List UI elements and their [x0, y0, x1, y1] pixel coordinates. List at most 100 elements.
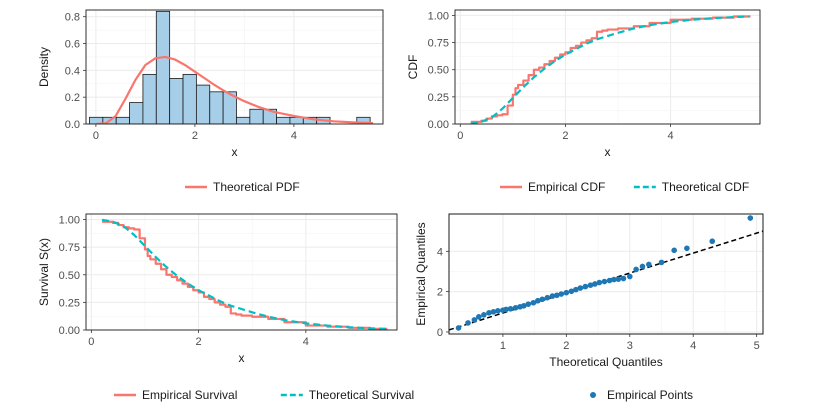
legend-key-point	[590, 392, 596, 398]
y-tick-label: 1.00	[428, 10, 449, 22]
histogram-bar	[249, 108, 264, 124]
qq-point	[671, 247, 677, 254]
y-tick-label: 0.75	[59, 242, 80, 254]
legend-label: Empirical Points	[607, 388, 693, 402]
histogram-bar	[129, 102, 144, 124]
y-tick-label: 0.25	[59, 297, 80, 309]
legend-label: Empirical CDF	[528, 180, 605, 194]
chart-panel-hist: 0 2 4 0.0 0.2 0.4 0.6 0.8 x Density Theoretical PD…	[37, 9, 384, 194]
y-tick-label: 0.75	[428, 38, 449, 50]
chart-panel-qq: 1 2 3 4 5 0 2 4 Theoretical Quantiles Empirical Q…	[414, 213, 764, 402]
qq-point	[582, 283, 589, 290]
qq-point	[544, 294, 551, 301]
qq-point	[601, 278, 608, 285]
qq-point	[558, 291, 565, 297]
legend-label: Empirical Survival	[142, 388, 237, 402]
qq-point	[684, 245, 690, 252]
pdf-curve	[95, 55, 374, 124]
gridlines	[449, 214, 763, 334]
qq-point	[539, 296, 546, 303]
legend: Empirical CDF Theoretical CDF	[500, 180, 749, 194]
qq-point	[596, 279, 603, 286]
y-axis-label: Empirical Quantiles	[414, 222, 428, 325]
histogram-bar	[195, 84, 211, 124]
histogram-bar	[209, 91, 224, 124]
empirical-series-line	[102, 220, 388, 330]
x-tick-label: 4	[303, 336, 309, 348]
qq-point	[747, 215, 754, 221]
panel-border	[454, 9, 761, 125]
qq-point	[646, 261, 652, 268]
histogram-bar	[276, 116, 291, 124]
qq-point	[521, 302, 527, 309]
qq-point	[611, 276, 617, 283]
x-axis-label: x	[605, 145, 611, 159]
gridlines	[455, 10, 760, 125]
qq-point	[525, 301, 532, 307]
qq-point	[486, 310, 492, 316]
histogram-bar	[356, 116, 371, 124]
qq-point	[573, 286, 579, 293]
panel-border	[448, 213, 764, 335]
y-tick-label: 0.25	[428, 92, 449, 104]
legend-label: Theoretical Survival	[309, 388, 414, 402]
histogram-bar	[155, 10, 171, 124]
x-tick-label: 0	[457, 130, 463, 142]
histogram-bar	[169, 78, 184, 124]
plot-area	[470, 15, 751, 124]
histogram-bar	[222, 91, 237, 124]
qq-point	[568, 288, 575, 295]
qq-point	[626, 273, 633, 280]
chart-panel-surv: 0 2 4 0.00 0.25 0.50 0.75 1.00 x Survival S(x) Emp…	[37, 213, 414, 402]
y-tick-label: 0.2	[65, 92, 80, 104]
x-tick-label: 1	[500, 340, 506, 352]
x-tick-label: 5	[754, 340, 760, 352]
qq-point	[549, 293, 556, 299]
x-tick-label: 3	[627, 340, 633, 352]
qq-point	[455, 325, 462, 331]
y-tick-label: 0.4	[65, 65, 80, 77]
legend: Empirical Points	[590, 388, 693, 402]
y-tick-label: 0.00	[59, 325, 80, 337]
y-axis-label: Survival S(x)	[37, 238, 51, 306]
histogram-bar	[236, 116, 251, 124]
theoretical-series-line	[470, 15, 750, 124]
legend: Empirical Survival Theoretical Survival	[114, 388, 414, 402]
y-tick-label: 0.50	[428, 65, 449, 77]
x-tick-label: 2	[192, 130, 198, 142]
qq-point	[620, 275, 627, 282]
qq-point	[658, 259, 665, 266]
qq-point	[633, 266, 639, 273]
y-tick-label: 0.0	[65, 119, 80, 131]
x-tick-label: 2	[562, 130, 568, 142]
x-tick-label: 2	[196, 336, 202, 348]
y-tick-label: 0.50	[59, 270, 80, 282]
panel-border	[85, 213, 398, 331]
histogram-bar	[115, 116, 130, 124]
x-tick-label: 4	[291, 130, 297, 142]
qq-point	[476, 314, 482, 320]
qq-point	[512, 304, 519, 311]
qq-point	[490, 309, 497, 315]
qq-point	[587, 282, 594, 288]
qq-point	[615, 276, 622, 282]
qq-point	[606, 277, 613, 284]
qq-point	[465, 320, 471, 326]
y-axis-label: CDF	[406, 55, 420, 80]
qq-point	[471, 317, 478, 323]
chart-panel-cdf: 0 2 4 0.00 0.25 0.50 0.75 1.00 x CDF Empirical CDF…	[406, 9, 761, 194]
x-axis-label: x	[232, 145, 238, 159]
qq-point	[639, 263, 646, 270]
y-tick-label: 1.00	[59, 215, 80, 227]
qq-point	[709, 238, 716, 245]
qq-point	[554, 292, 560, 299]
x-axis-label: x	[239, 351, 245, 365]
qq-point	[495, 308, 501, 314]
qq-point	[563, 289, 570, 296]
qq-point	[530, 299, 537, 306]
plot-area	[89, 10, 374, 124]
qq-point	[507, 305, 514, 312]
legend: Theoretical PDF	[185, 180, 300, 194]
qq-point	[592, 281, 598, 287]
